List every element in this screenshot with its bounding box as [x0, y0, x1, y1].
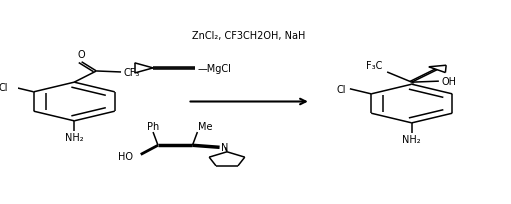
- Text: Ph: Ph: [147, 121, 159, 131]
- Text: NH₂: NH₂: [403, 134, 421, 144]
- Text: Cl: Cl: [336, 84, 346, 94]
- Text: Me: Me: [198, 121, 213, 131]
- Text: —MgCl: —MgCl: [197, 64, 231, 74]
- Text: HO: HO: [119, 152, 133, 162]
- Text: CF₃: CF₃: [124, 68, 140, 78]
- Text: O: O: [78, 50, 85, 59]
- Text: F₃C: F₃C: [366, 61, 382, 71]
- Text: NH₂: NH₂: [65, 132, 83, 142]
- Text: N: N: [221, 142, 228, 152]
- Text: OH: OH: [442, 77, 456, 87]
- Text: Cl: Cl: [0, 82, 8, 92]
- Text: ZnCl₂, CF3CH2OH, NaH: ZnCl₂, CF3CH2OH, NaH: [193, 31, 306, 41]
